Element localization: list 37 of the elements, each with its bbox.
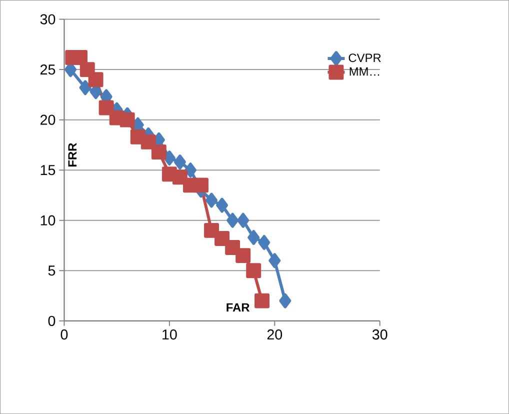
point	[254, 293, 270, 308]
point	[79, 80, 92, 96]
x-tick-label: 20	[267, 329, 282, 340]
point	[184, 162, 196, 178]
point	[268, 253, 281, 268]
y-tick-label: 30	[40, 14, 56, 24]
point	[279, 293, 292, 308]
x-tick-label: 30	[372, 329, 388, 340]
point	[216, 198, 228, 213]
point	[194, 178, 208, 193]
point	[140, 134, 156, 150]
legend-label: CVPR	[348, 54, 381, 62]
y-tick-label: 15	[40, 165, 56, 176]
point	[246, 263, 262, 278]
y-tick-label: 5	[48, 266, 56, 276]
y-tick-label: 0	[48, 316, 56, 326]
y-tick-label: 20	[40, 114, 56, 125]
point	[258, 234, 270, 250]
point	[151, 144, 166, 160]
point	[214, 230, 230, 246]
x-tick-label: 0	[60, 329, 68, 340]
y-tick-label: 10	[40, 215, 56, 226]
x-tick-label: 10	[162, 329, 177, 340]
point	[236, 248, 251, 264]
point	[248, 230, 260, 245]
point	[88, 72, 104, 88]
y-axis-title: FRR	[68, 142, 76, 166]
point	[174, 154, 186, 170]
point	[226, 212, 239, 228]
point	[120, 112, 135, 128]
y-tick-label: 25	[40, 64, 56, 75]
point	[163, 150, 176, 166]
x-axis-title: FAR	[226, 303, 250, 312]
point	[237, 212, 250, 228]
point	[98, 100, 114, 116]
point	[206, 192, 218, 208]
legend-label: MM…	[350, 67, 380, 76]
